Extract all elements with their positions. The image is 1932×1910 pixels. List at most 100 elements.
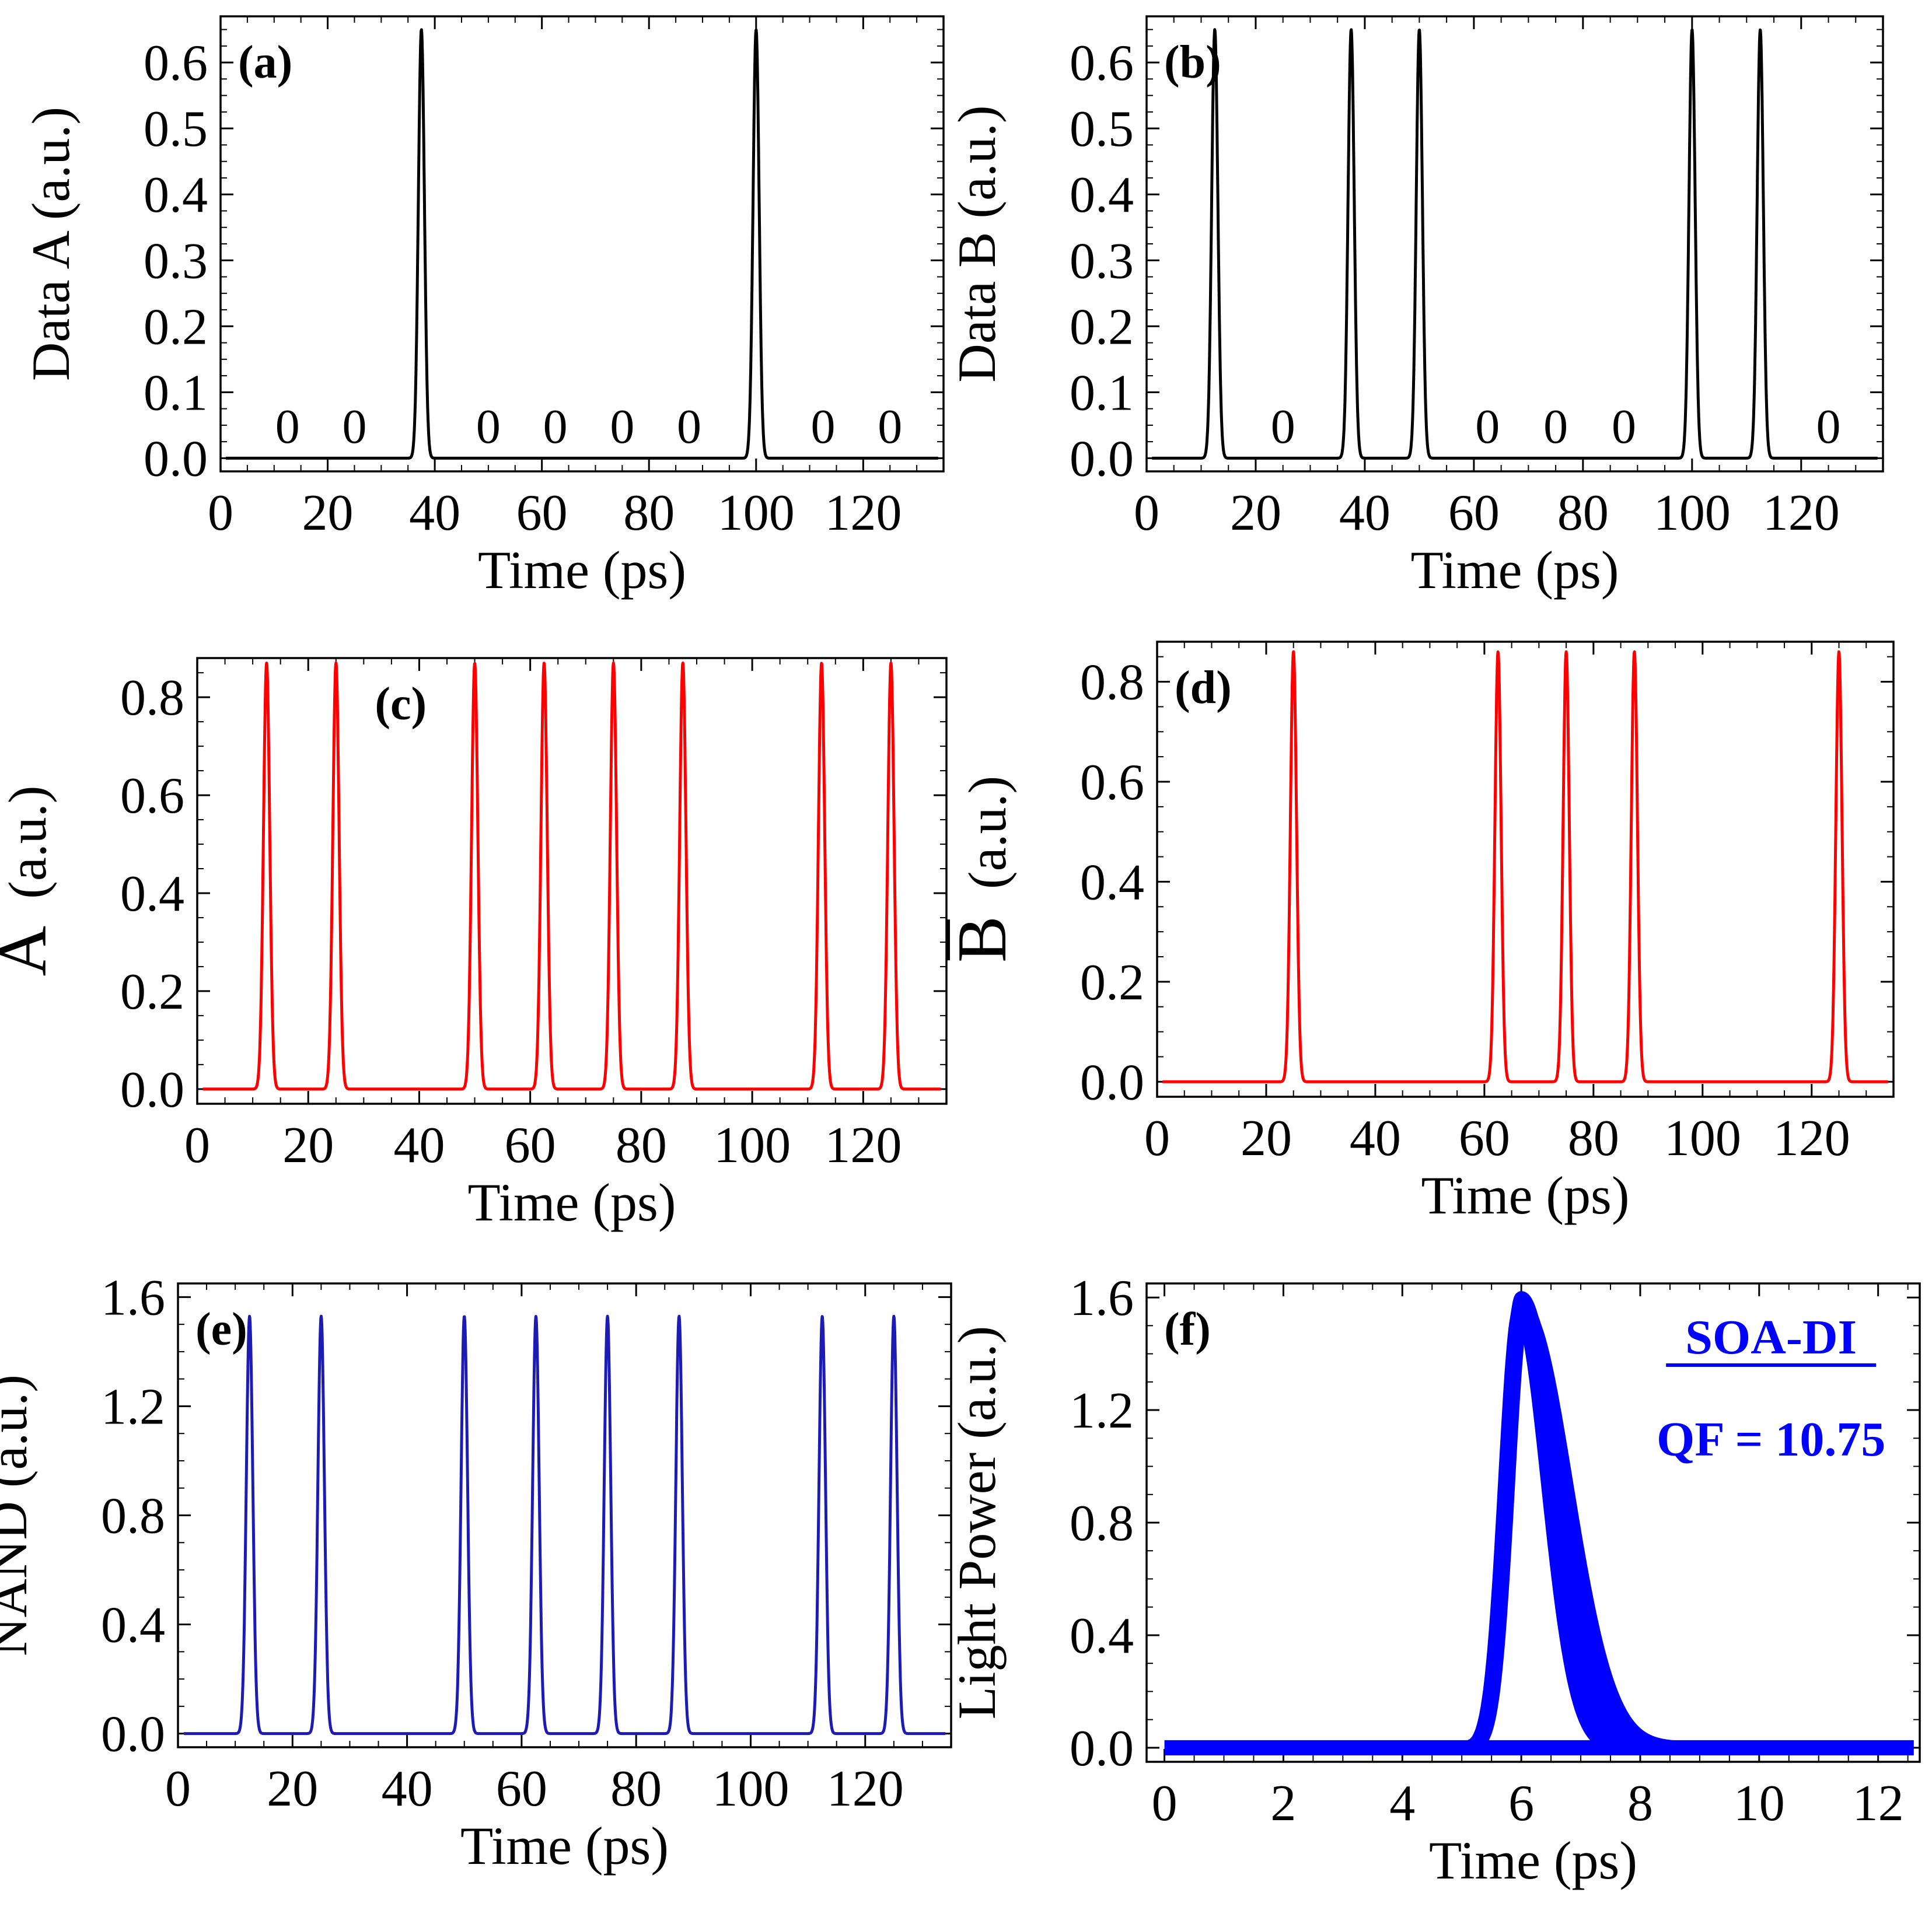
y-tick-label: 0.2 xyxy=(120,964,184,1020)
y-tick-label: 0.6 xyxy=(1080,754,1144,811)
panel-label: (e) xyxy=(195,1304,247,1355)
y-tick-label: 0.5 xyxy=(1070,101,1134,158)
y-tick-label: 0.1 xyxy=(144,365,208,421)
y-axis-title: Light Power (a.u.) xyxy=(947,1326,1007,1720)
x-tick-label: 40 xyxy=(1350,1110,1401,1167)
y-tick-label: 0.3 xyxy=(1070,233,1134,289)
y-tick-label: 0.4 xyxy=(1070,167,1134,223)
x-tick-label: 6 xyxy=(1508,1775,1534,1832)
x-tick-label: 80 xyxy=(610,1761,662,1817)
y-tick-label: 0.4 xyxy=(144,167,208,223)
panel-a: 0 20 40 60 80 100 1200.00.10.20.30.40.50.6Time… xyxy=(21,15,945,600)
x-tick-label: 100 xyxy=(712,1761,789,1817)
y-tick-label: 0.4 xyxy=(101,1597,165,1654)
x-tick-label: 60 xyxy=(505,1117,556,1174)
x-axis-title: Time (ps) xyxy=(468,1173,676,1232)
y-tick-label: 0.2 xyxy=(1070,299,1134,355)
x-tick-label: 40 xyxy=(409,485,460,541)
x-tick-label: 80 xyxy=(1557,485,1609,541)
y-axis-title-symbol: B xyxy=(943,916,1021,963)
x-tick-label: 20 xyxy=(1241,1110,1292,1167)
zero-bit-marker: 0 xyxy=(342,400,366,454)
x-tick-label: 120 xyxy=(1763,485,1840,541)
x-tick-label: 4 xyxy=(1389,1775,1415,1832)
plot-frame xyxy=(196,657,948,1105)
y-tick-label: 1.2 xyxy=(1070,1383,1134,1439)
panel-c: 0 20 40 60 80 100 120 0.0 0.2 0.4 0.6 0.8 Time (ps) A… xyxy=(0,657,948,1232)
y-tick-label: 0.4 xyxy=(1070,1608,1134,1664)
y-axis-title-space xyxy=(958,889,1017,916)
y-axis-title-symbol: A xyxy=(0,926,61,977)
plot-area xyxy=(1161,650,1889,1083)
y-axis-title: B (a.u.) xyxy=(943,776,1021,963)
legend-qf: QF = 10.75 xyxy=(1657,1412,1885,1467)
y-tick-label: 1.2 xyxy=(101,1379,165,1435)
signal-trace xyxy=(1151,28,1879,460)
y-tick-label: 0.0 xyxy=(1080,1054,1144,1111)
x-axis-title: Time (ps) xyxy=(1411,540,1619,600)
y-tick-label: 0.6 xyxy=(1070,35,1134,92)
plot-frame xyxy=(1156,641,1895,1098)
x-axis-title: Time (ps) xyxy=(1429,1831,1637,1890)
x-tick-label: 12 xyxy=(1853,1775,1904,1832)
y-tick-label: 0.5 xyxy=(144,101,208,158)
x-tick-label: 100 xyxy=(718,485,795,541)
x-tick-label: 120 xyxy=(824,485,902,541)
y-tick-label: 0.1 xyxy=(1070,365,1134,421)
x-tick-label: 80 xyxy=(616,1117,667,1174)
panel-label: (a) xyxy=(238,37,292,88)
x-tick-label: 80 xyxy=(623,485,675,541)
x-tick-label: 40 xyxy=(393,1117,445,1174)
plot-frame xyxy=(177,1282,952,1748)
x-tick-label: 0 xyxy=(1144,1110,1170,1167)
zero-bit-marker: 0 xyxy=(811,400,836,454)
zero-bit-marker: 0 xyxy=(1816,400,1841,454)
y-axis-title: Data A (a.u.) xyxy=(21,107,81,381)
signal-trace xyxy=(225,28,939,460)
y-tick-label: 1.6 xyxy=(101,1269,165,1326)
y-tick-label: 0.3 xyxy=(144,233,208,289)
y-tick-label: 0.0 xyxy=(1070,1720,1134,1777)
x-tick-label: 0 xyxy=(1152,1775,1178,1832)
x-tick-label: 20 xyxy=(302,485,354,541)
x-tick-label: 8 xyxy=(1627,1775,1653,1832)
zero-bit-marker: 0 xyxy=(878,400,902,454)
zero-bit-marker: 0 xyxy=(1271,400,1295,454)
x-tick-label: 20 xyxy=(267,1761,318,1817)
x-tick-label: 0 xyxy=(184,1117,210,1174)
y-tick-label: 0.2 xyxy=(144,299,208,355)
panel-f: 0 2 4 6 8 10 12 0.0 0.4 0.8 1.2 1.6 Time (ps) Light P… xyxy=(947,1270,1921,1890)
plot-area xyxy=(225,28,939,460)
y-axis-title-space xyxy=(0,899,57,926)
x-tick-label: 100 xyxy=(714,1117,791,1174)
x-tick-label: 40 xyxy=(382,1761,433,1817)
zero-bit-marker: 0 xyxy=(677,400,701,454)
x-tick-label: 0 xyxy=(208,485,233,541)
signal-trace xyxy=(1161,650,1889,1083)
zero-bit-marker: 0 xyxy=(543,400,568,454)
panel-e: 0 20 40 60 80 100 120 0.0 0.4 0.8 1.2 1.6 Time (ps) N… xyxy=(0,1269,952,1876)
panel-d: 0 20 40 60 80 100 120 0.0 0.2 0.4 0.6 0.8 Time (ps) B… xyxy=(943,641,1895,1225)
x-tick-label: 10 xyxy=(1734,1775,1785,1832)
zero-bit-marker: 0 xyxy=(275,400,300,454)
x-tick-label: 60 xyxy=(1448,485,1500,541)
y-tick-label: 0.8 xyxy=(1070,1495,1134,1552)
x-tick-label: 120 xyxy=(1773,1110,1850,1167)
x-tick-label: 100 xyxy=(1654,485,1731,541)
zero-bit-marker: 0 xyxy=(476,400,501,454)
x-tick-label: 20 xyxy=(282,1117,334,1174)
y-tick-label: 0.0 xyxy=(1070,431,1134,487)
panel-b: 0 20 40 60 80 100 120 0.0 0.1 0.2 0.3 0.4 0.5 0.6 Time… xyxy=(947,15,1884,600)
zero-bit-marker: 0 xyxy=(1543,400,1568,454)
plot-area xyxy=(1151,28,1879,460)
y-tick-label: 0.4 xyxy=(120,866,184,922)
x-axis-title: Time (ps) xyxy=(1421,1166,1630,1225)
x-tick-label: 60 xyxy=(516,485,568,541)
x-tick-label: 60 xyxy=(496,1761,547,1817)
y-tick-label: 0.8 xyxy=(101,1488,165,1545)
x-tick-label: 0 xyxy=(165,1761,191,1817)
y-tick-label: 0.8 xyxy=(120,670,184,726)
x-axis-title: Time (ps) xyxy=(478,540,686,600)
y-axis-title: A (a.u.) xyxy=(0,786,61,977)
